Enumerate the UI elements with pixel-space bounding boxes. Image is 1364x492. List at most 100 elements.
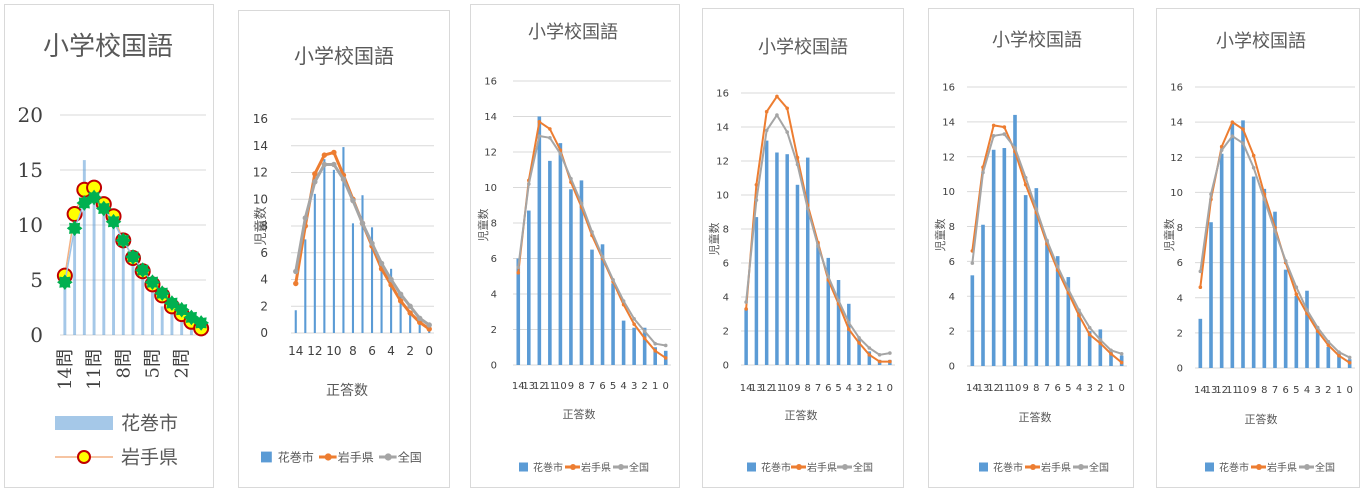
- bar: [1294, 295, 1299, 368]
- data-point: [1119, 351, 1124, 356]
- data-point: [1198, 269, 1203, 274]
- x-tick-label: 9: [1022, 383, 1028, 394]
- data-point: [537, 134, 542, 138]
- data-point: [991, 134, 996, 138]
- x-axis-label: 正答数: [326, 382, 368, 399]
- x-tick-label: 4: [1304, 385, 1310, 396]
- bar: [1055, 256, 1060, 366]
- data-point: [1305, 308, 1309, 312]
- data-point: [1013, 146, 1017, 150]
- bar: [1023, 195, 1028, 366]
- x-tick-label: 8: [1033, 383, 1039, 394]
- data-point: [621, 299, 626, 303]
- y-tick-label: 14: [1170, 118, 1183, 129]
- x-tick-label: 12: [760, 383, 773, 394]
- bar: [1283, 269, 1288, 368]
- legend-marker: [77, 450, 91, 464]
- data-point: [653, 349, 657, 353]
- data-point: [1230, 134, 1235, 138]
- data-point: [888, 351, 892, 355]
- bar: [754, 217, 759, 365]
- bar: [1241, 120, 1245, 369]
- bar: [1002, 148, 1007, 366]
- chart-panel-4: 小学校国語 0 2 4 6 8 10 12 14 16 14 13 12 11 10 9 8 7 6 5 4 3 2 1 0 児童…: [702, 8, 904, 488]
- y-axis-label: 児童数: [707, 223, 721, 256]
- x-tick-label: 6: [368, 344, 376, 358]
- x-tick-label: 4: [1076, 383, 1082, 394]
- data-point: [744, 300, 748, 304]
- y-tick-label: 20: [18, 103, 43, 127]
- chart-panel-5: 小学校国語 0 2 4 6 8 10 12 14 16 14 13 12 11 10 9 8 7 6 5 4 3 2 1 0 児童…: [928, 8, 1134, 488]
- data-point: [867, 353, 872, 357]
- y-tick-label: 5: [30, 268, 43, 292]
- data-point: [795, 162, 800, 167]
- legend-marker: [384, 453, 392, 461]
- y-tick-label: 4: [723, 293, 729, 304]
- bar: [847, 303, 851, 365]
- y-tick-label: 4: [260, 273, 268, 287]
- x-tick-label: 0: [425, 344, 433, 358]
- legend-label: 全国: [853, 461, 873, 474]
- y-tick-label: 12: [484, 148, 497, 159]
- data-point: [1002, 125, 1007, 129]
- data-point: [548, 127, 552, 131]
- data-point: [1273, 229, 1277, 233]
- bar: [361, 195, 364, 333]
- bar: [836, 280, 841, 365]
- y-tick-label: 10: [942, 187, 955, 198]
- legend-label: 全国: [1089, 461, 1109, 474]
- data-point: [970, 261, 975, 265]
- data-point: [321, 161, 328, 168]
- x-tick-label: 2: [1097, 383, 1103, 394]
- x-tick-label: 2: [1325, 385, 1331, 396]
- data-point: [173, 301, 190, 318]
- legend-marker: [1030, 464, 1036, 470]
- x-tick-label: 7: [589, 381, 595, 392]
- data-point: [359, 220, 366, 227]
- legend-label: 岩手県: [581, 461, 611, 474]
- data-point: [600, 254, 605, 259]
- x-tick-label: 0: [887, 383, 893, 394]
- data-point: [663, 356, 668, 360]
- y-tick-label: 12: [716, 157, 729, 168]
- legend-label: 岩手県: [1041, 461, 1071, 474]
- data-point: [1077, 308, 1081, 313]
- x-tick-label: 10: [1009, 383, 1022, 394]
- x-tick-label: 5問: [142, 349, 163, 378]
- data-point: [1326, 339, 1331, 344]
- y-tick-label: 14: [716, 123, 729, 134]
- data-point: [991, 123, 996, 128]
- data-point: [642, 329, 647, 334]
- y-tick-label: 10: [18, 213, 43, 237]
- bar: [516, 258, 521, 365]
- data-point: [1347, 360, 1352, 365]
- data-point: [1294, 292, 1299, 297]
- y-tick-label: 10: [484, 183, 497, 194]
- legend-swatch: [55, 416, 113, 430]
- legend-marker: [570, 464, 576, 470]
- data-point: [857, 336, 861, 340]
- chart-title: 小学校国語: [43, 32, 173, 62]
- data-point: [193, 315, 209, 331]
- data-point: [183, 309, 200, 326]
- legend-label: 岩手県: [338, 450, 374, 465]
- legend-label: 全国: [1315, 461, 1335, 474]
- data-point: [1347, 355, 1352, 360]
- data-point: [417, 315, 423, 321]
- y-tick-label: 0: [949, 362, 955, 373]
- data-point: [805, 206, 810, 211]
- x-tick-label: 1: [1336, 385, 1342, 396]
- y-tick-label: 0: [1177, 364, 1183, 375]
- bar: [569, 189, 573, 365]
- data-point: [76, 195, 93, 211]
- x-tick-label: 11問: [84, 349, 105, 390]
- data-point: [388, 276, 394, 283]
- x-tick-label: 2: [641, 381, 647, 392]
- y-tick-label: 4: [949, 292, 955, 303]
- chart-panel-2: 小学校国語 0 2 4 6 8 10 12 14 16 14 12 10 8 6 4 2 0 児童数 正答数 花巻市 岩手…: [238, 10, 450, 488]
- x-tick-label: 6: [825, 383, 831, 394]
- legend-marker: [1304, 464, 1310, 470]
- chart-title: 小学校国語: [758, 37, 848, 58]
